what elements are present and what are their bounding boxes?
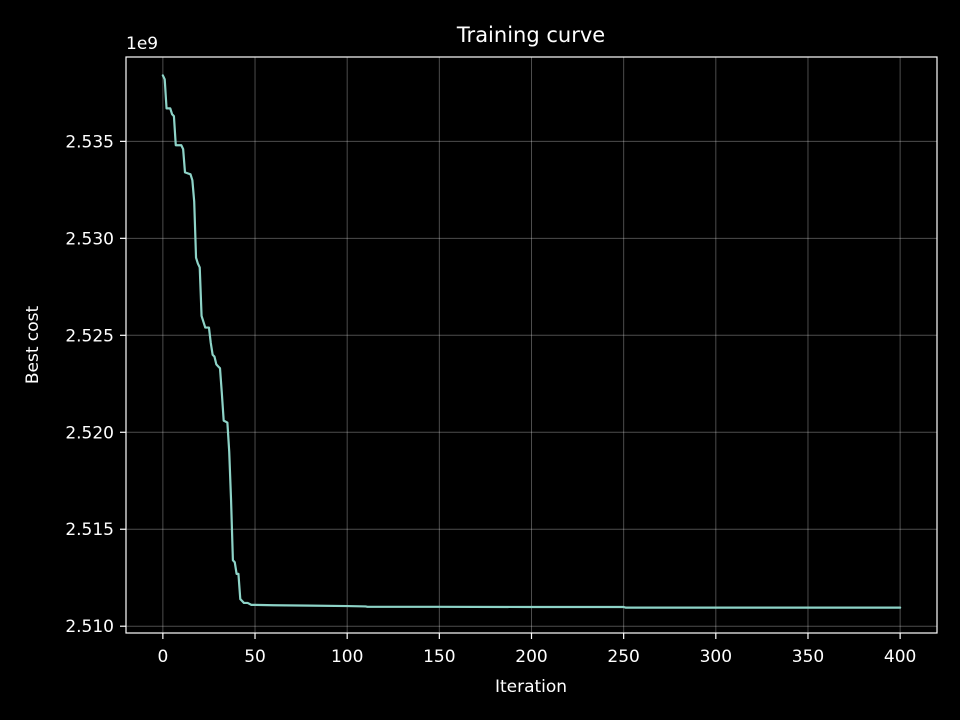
- y-tick-label: 2.510: [65, 617, 114, 637]
- y-tick-label: 2.525: [65, 326, 114, 346]
- x-tick-label: 100: [331, 647, 363, 667]
- y-tick-label: 2.535: [65, 132, 114, 152]
- x-tick-label: 0: [157, 647, 168, 667]
- x-axis-label: Iteration: [495, 677, 567, 697]
- y-offset-label: 1e9: [126, 34, 158, 54]
- x-tick-label: 300: [700, 647, 732, 667]
- x-tick-label: 350: [792, 647, 824, 667]
- line-layer: [161, 74, 902, 609]
- ticks: 0 50 100 150 200 250 300 350 400 2.510 2.515 2.520 2…: [65, 132, 916, 667]
- x-tick-label: 400: [884, 647, 916, 667]
- x-tick-label: 50: [244, 647, 266, 667]
- series-line: [161, 74, 902, 609]
- y-tick-label: 2.520: [65, 423, 114, 443]
- y-tick-label: 2.515: [65, 520, 114, 540]
- x-tick-label: 150: [423, 647, 455, 667]
- grid: [126, 57, 937, 633]
- x-tick-label: 250: [607, 647, 639, 667]
- y-axis-label: Best cost: [23, 306, 43, 385]
- chart-title: Training curve: [456, 23, 605, 47]
- y-tick-label: 2.530: [65, 229, 114, 249]
- x-tick-label: 200: [515, 647, 547, 667]
